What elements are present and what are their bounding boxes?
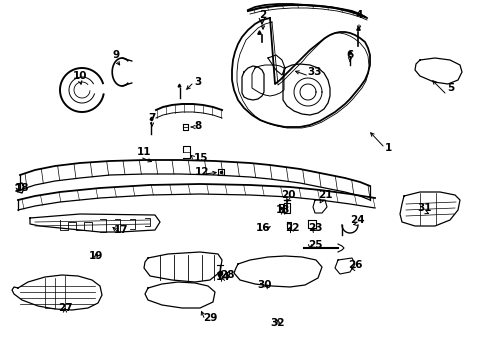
Text: 26: 26 <box>347 260 362 270</box>
Text: 30: 30 <box>257 280 272 290</box>
Text: 9: 9 <box>112 50 120 60</box>
Text: 25: 25 <box>307 240 322 250</box>
Text: 28: 28 <box>220 270 234 280</box>
Text: 4: 4 <box>355 10 362 20</box>
Text: 8: 8 <box>194 121 201 131</box>
Text: 16: 16 <box>255 223 269 233</box>
Text: 18: 18 <box>15 183 29 193</box>
Text: 13: 13 <box>275 205 290 215</box>
Text: 3: 3 <box>194 77 201 87</box>
Text: 20: 20 <box>280 190 295 200</box>
Text: 1: 1 <box>384 143 391 153</box>
Text: 6: 6 <box>346 50 353 60</box>
Text: 11: 11 <box>137 147 151 157</box>
Text: 27: 27 <box>58 303 72 313</box>
Text: 22: 22 <box>284 223 299 233</box>
Text: 5: 5 <box>446 83 453 93</box>
Text: 23: 23 <box>307 223 322 233</box>
Text: 17: 17 <box>113 225 128 235</box>
Text: 10: 10 <box>73 71 87 81</box>
Text: 12: 12 <box>195 167 209 177</box>
Text: 29: 29 <box>203 313 217 323</box>
Text: 14: 14 <box>215 272 230 282</box>
Text: 7: 7 <box>148 113 155 123</box>
Text: 2: 2 <box>259 10 266 20</box>
Text: 32: 32 <box>270 318 285 328</box>
Text: 19: 19 <box>89 251 103 261</box>
Text: 31: 31 <box>417 203 431 213</box>
Text: 21: 21 <box>317 190 332 200</box>
Text: 15: 15 <box>194 153 208 163</box>
Text: 24: 24 <box>349 215 364 225</box>
Text: 33: 33 <box>306 67 321 77</box>
